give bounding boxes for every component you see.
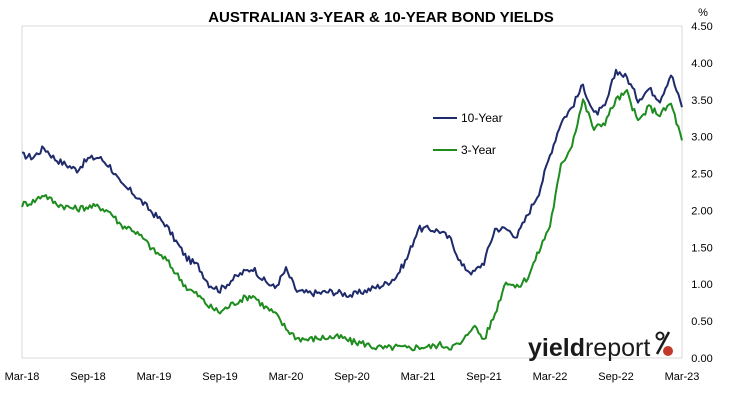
- svg-text:yieldreport: yieldreport: [528, 334, 650, 362]
- x-tick-label: Mar-21: [401, 371, 436, 383]
- logo-text-yield: yield: [528, 334, 585, 362]
- y-tick-label: 3.50: [691, 95, 712, 107]
- y-axis-ticks: 0.00 0.50 1.00 1.50 2.00 2.50 3.00 3.50 4.00 4.50: [691, 21, 712, 365]
- yieldreport-logo: yieldreport: [528, 331, 673, 362]
- x-axis-ticks: Mar-18 Sep-18 Mar-19 Sep-19 Mar-20 Sep-20 Mar-…: [5, 371, 700, 383]
- x-tick-label: Mar-18: [5, 371, 40, 383]
- y-tick-label: 2.50: [691, 169, 712, 181]
- y-tick-label: 4.50: [691, 21, 712, 33]
- x-tick-label: Mar-22: [533, 371, 568, 383]
- chart-title: AUSTRALIAN 3-YEAR & 10-YEAR BOND YIELDS: [208, 9, 554, 26]
- x-tick-label: Mar-20: [269, 371, 304, 383]
- x-tick-label: Mar-19: [137, 371, 172, 383]
- y-axis-unit-label: %: [698, 7, 708, 19]
- percent-logo-icon: [655, 331, 673, 356]
- x-tick-label: Sep-21: [466, 371, 501, 383]
- x-tick-label: Sep-19: [202, 371, 237, 383]
- y-tick-label: 0.50: [691, 316, 712, 328]
- logo-text-report: report: [585, 334, 650, 362]
- plot-frame: [21, 25, 683, 359]
- y-tick-label: 1.00: [691, 279, 712, 291]
- y-tick-label: 0.00: [691, 353, 712, 365]
- y-tick-label: 4.00: [691, 58, 712, 70]
- legend-label: 3-Year: [461, 143, 496, 157]
- series-layer: [21, 68, 683, 352]
- y-tick-label: 2.00: [691, 205, 712, 217]
- y-tick-label: 1.50: [691, 242, 712, 254]
- y-tick-label: 3.00: [691, 132, 712, 144]
- x-tick-label: Sep-18: [70, 371, 105, 383]
- series-line-10-year: [21, 68, 683, 298]
- x-tick-label: Sep-20: [334, 371, 369, 383]
- legend: 10-Year 3-Year: [433, 111, 503, 157]
- legend-label: 10-Year: [461, 111, 503, 125]
- x-tick-label: Mar-23: [665, 371, 700, 383]
- x-tick-label: Sep-22: [598, 371, 633, 383]
- series-line-3-year: [21, 89, 683, 352]
